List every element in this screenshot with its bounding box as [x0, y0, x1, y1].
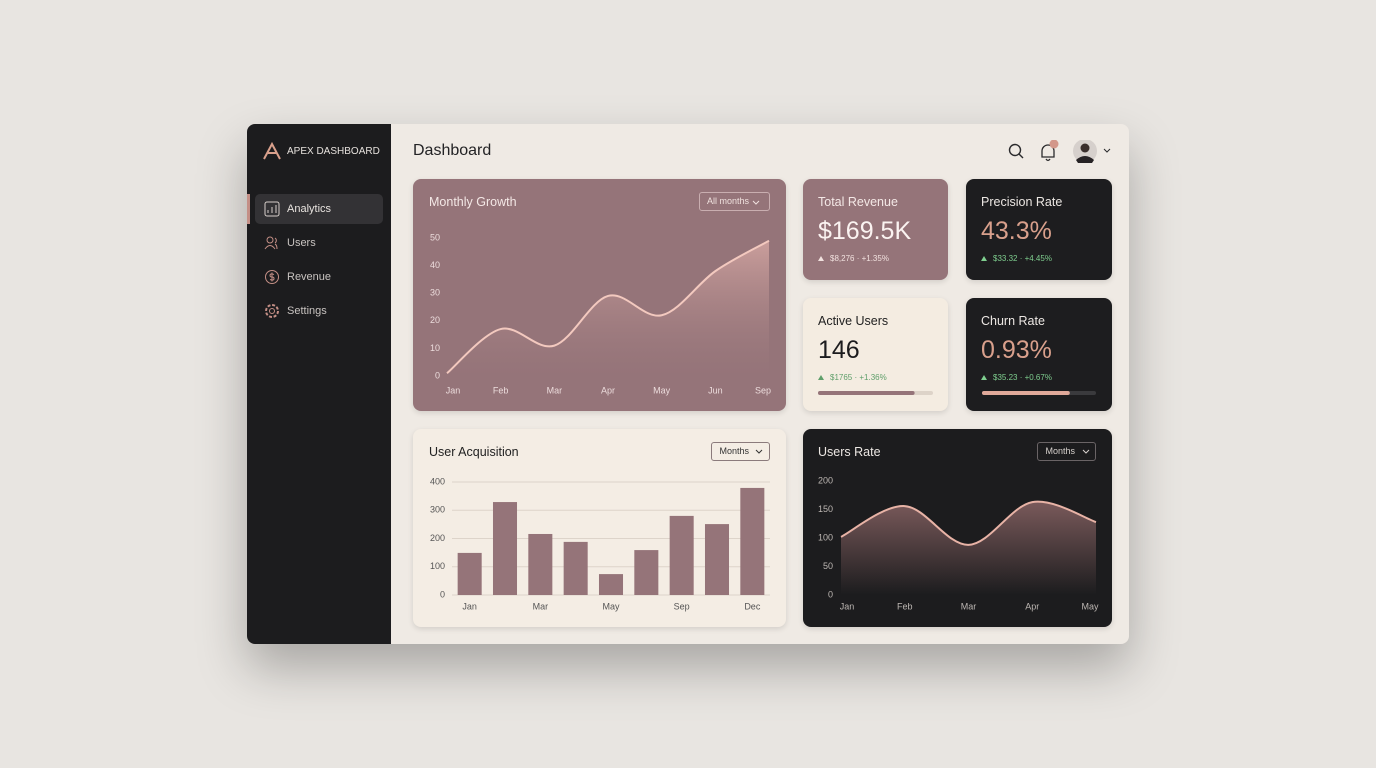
- nav-item[interactable]: Analytics: [255, 194, 383, 224]
- kpi-card: Churn Rate 0.93% $35.23 · +0.67%: [966, 298, 1112, 411]
- kpi-value: $169.5K: [818, 217, 912, 245]
- kpi-value: 0.93%: [981, 336, 1052, 364]
- nav-label: Revenue: [287, 271, 332, 283]
- nav-label: Users: [287, 237, 316, 249]
- kpi-change: $1765 · +1.36%: [830, 373, 887, 382]
- dropdown[interactable]: All months: [698, 192, 770, 211]
- kpi-card: Precision Rate 43.3% $33.32 · +4.45%: [966, 179, 1112, 280]
- active-indicator: [247, 194, 250, 224]
- brand: APEX DASHBOARD: [287, 146, 380, 157]
- card-title: Users Rate: [818, 445, 881, 459]
- nav-item[interactable]: Revenue: [255, 262, 383, 292]
- nav-item[interactable]: Settings: [255, 296, 383, 326]
- search-icon[interactable]: [1008, 143, 1024, 159]
- card-title: User Acquisition: [429, 445, 519, 459]
- dropdown[interactable]: Months: [1037, 442, 1096, 461]
- kpi-title: Precision Rate: [981, 195, 1063, 209]
- kpi-card: Total Revenue $169.5K $8,276 · +1.35%: [803, 179, 948, 280]
- page-title: Dashboard: [413, 142, 492, 159]
- header-icons: [1008, 140, 1111, 163]
- kpi-change: $33.32 · +4.45%: [993, 254, 1052, 263]
- kpi-value: 146: [818, 336, 860, 364]
- dropdown[interactable]: Months: [711, 442, 770, 461]
- nav-label: Settings: [287, 305, 327, 317]
- kpi-title: Churn Rate: [981, 314, 1045, 328]
- notification-icon[interactable]: [1041, 140, 1059, 162]
- kpi-change: $8,276 · +1.35%: [830, 254, 889, 263]
- logo: [263, 142, 281, 160]
- card-title: Monthly Growth: [429, 195, 517, 209]
- kpi-card: Active Users 146 $1765 · +1.36%: [803, 298, 948, 411]
- kpi-value: 43.3%: [981, 217, 1052, 245]
- avatar[interactable]: [1073, 140, 1097, 163]
- kpi-title: Total Revenue: [818, 195, 898, 209]
- avatar-chevron[interactable]: [1103, 148, 1111, 153]
- nav-item[interactable]: Users: [255, 228, 383, 258]
- users-rate-card: Users Rate Months: [803, 429, 1112, 627]
- sidebar: APEX DASHBOARD Analytics Users Revenue S…: [247, 124, 391, 644]
- nav-label: Analytics: [287, 203, 332, 215]
- kpi-title: Active Users: [818, 314, 889, 328]
- kpi-change: $35.23 · +0.67%: [993, 373, 1052, 382]
- monthly-growth-card: Monthly Growth All months: [413, 179, 786, 411]
- user-acquisition-card: User Acquisition Months: [413, 429, 786, 627]
